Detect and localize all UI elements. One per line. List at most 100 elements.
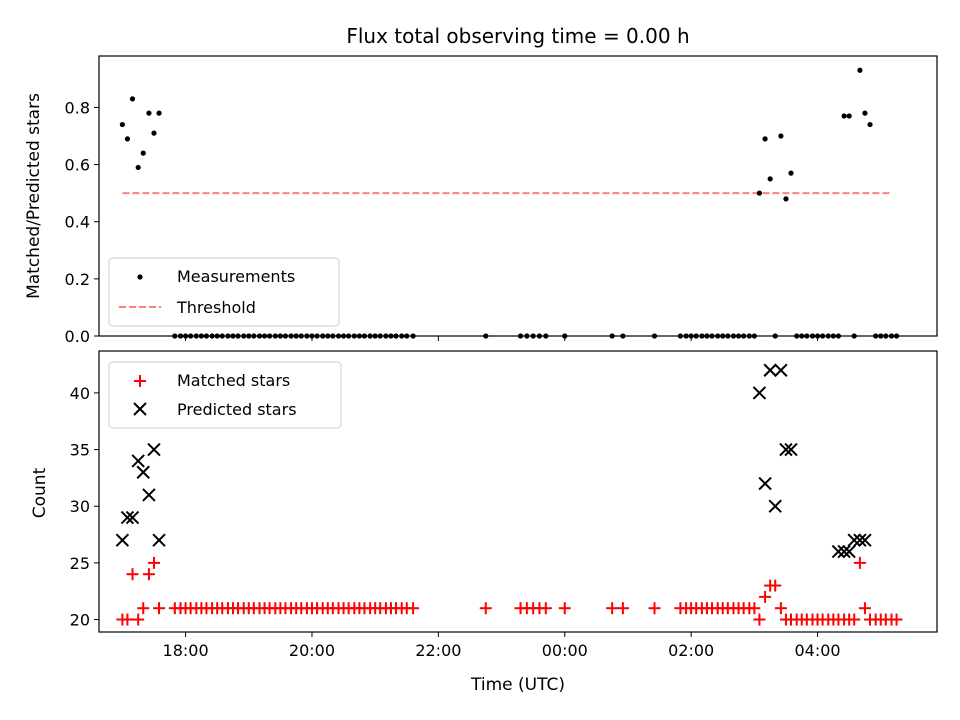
bottom-legend: Matched stars Predicted stars xyxy=(108,361,342,429)
bottom-y-ticks: 20 25 30 35 40 xyxy=(70,384,99,630)
bottom-y-tick-label: 35 xyxy=(70,441,90,460)
measurement-point xyxy=(867,121,873,128)
predicted-star-marker xyxy=(142,488,156,502)
legend-measurements-label: Measurements xyxy=(177,267,295,286)
predicted-star-marker xyxy=(763,363,777,377)
matched-star-marker xyxy=(142,568,155,581)
x-axis-label: Time (UTC) xyxy=(470,675,565,695)
predicted-star-marker xyxy=(120,510,135,525)
legend-threshold-label: Threshold xyxy=(176,298,256,317)
bottom-y-tick-label: 25 xyxy=(70,554,90,573)
top-legend: Measurements Threshold xyxy=(108,257,340,327)
legend-matched-label: Matched stars xyxy=(177,371,290,390)
measurement-point xyxy=(146,110,152,116)
measurement-point xyxy=(151,130,157,136)
predicted-star-marker xyxy=(136,465,150,479)
matched-star-marker xyxy=(616,602,629,615)
predicted-star-marker xyxy=(858,533,872,547)
matched-star-marker xyxy=(769,579,782,592)
measurement-point xyxy=(129,96,136,102)
legend-matched-marker xyxy=(134,375,146,387)
predicted-star-marker xyxy=(784,442,798,457)
top-legend-box xyxy=(108,257,340,327)
measurement-point xyxy=(788,170,794,176)
measurement-point xyxy=(841,113,847,119)
matched-star-marker xyxy=(848,613,861,626)
top-y-tick-label: 0.2 xyxy=(65,270,90,289)
matched-star-marker xyxy=(137,602,150,615)
matched-star-marker xyxy=(759,590,772,603)
matched-star-marker xyxy=(753,613,766,626)
top-y-ticks: 0.0 0.2 0.4 0.6 0.8 xyxy=(65,98,99,346)
bottom-y-tick-label: 40 xyxy=(70,384,90,403)
measurement-point xyxy=(846,113,852,119)
top-panel: 0.00.20.40.60.8 Matched/Predicted stars … xyxy=(24,55,938,346)
bottom-panel: 20 25 30 35 40 18:00 20:00 22:00 00:00 02:00 04:0… xyxy=(30,350,938,695)
measurement-point xyxy=(156,110,162,116)
measurement-point xyxy=(862,110,868,116)
top-y-tick-label: 0.0 xyxy=(65,327,90,346)
bottom-y-tick-label: 30 xyxy=(70,497,90,516)
predicted-star-marker xyxy=(758,476,772,491)
predicted-star-marker xyxy=(131,454,145,468)
bottom-legend-box xyxy=(108,361,342,429)
top-y-tick-label: 0.6 xyxy=(65,156,90,175)
matched-star-marker xyxy=(858,602,871,615)
matched-star-marker xyxy=(147,556,160,569)
matched-star-marker xyxy=(853,556,866,569)
measurement-point xyxy=(124,136,131,142)
predicted-star-marker xyxy=(847,533,861,547)
measurement-point xyxy=(119,121,125,128)
measurement-point xyxy=(778,133,784,139)
measurement-point xyxy=(767,176,773,182)
matched-star-marker xyxy=(748,602,761,615)
top-x-ticks xyxy=(185,336,819,341)
matched-star-marker xyxy=(407,602,420,615)
top-axes-frame xyxy=(98,55,938,337)
matched-star-marker xyxy=(132,613,145,626)
measurement-point xyxy=(857,67,863,73)
bottom-x-tick-label: 20:00 xyxy=(289,641,335,660)
matched-star-marker xyxy=(153,602,166,615)
top-y-axis-label: Matched/Predicted stars xyxy=(24,93,44,299)
matched-star-marker xyxy=(890,613,903,626)
bottom-y-axis-label: Count xyxy=(30,467,50,518)
predicted-star-marker xyxy=(768,499,782,513)
matched-star-marker xyxy=(126,568,139,581)
predicted-star-marker xyxy=(853,533,867,547)
legend-measurements-marker xyxy=(137,274,143,280)
bottom-x-ticks: 18:00 20:00 22:00 00:00 02:00 04:00 xyxy=(163,632,841,660)
bottom-x-tick-label: 22:00 xyxy=(415,641,461,660)
legend-predicted-marker xyxy=(133,402,147,416)
measurement-point xyxy=(140,150,146,156)
chart-title: Flux total observing time = 0.00 h xyxy=(346,24,689,48)
bottom-axes-frame xyxy=(98,350,938,633)
top-plot-area xyxy=(119,67,900,339)
bottom-x-tick-label: 04:00 xyxy=(795,641,841,660)
predicted-star-marker xyxy=(152,533,166,547)
predicted-star-marker xyxy=(837,544,851,559)
top-y-tick-label: 0.4 xyxy=(65,213,90,232)
legend-predicted-label: Predicted stars xyxy=(177,400,297,419)
bottom-x-tick-label: 18:00 xyxy=(163,641,209,660)
predicted-star-marker xyxy=(147,442,161,457)
predicted-star-marker xyxy=(125,510,140,525)
bottom-x-tick-label: 02:00 xyxy=(668,641,714,660)
predicted-star-marker xyxy=(779,442,793,457)
matched-star-marker xyxy=(648,602,661,615)
matched-star-marker xyxy=(558,602,571,615)
measurement-point xyxy=(756,190,763,196)
measurement-point xyxy=(762,136,768,142)
predicted-star-marker xyxy=(115,533,130,547)
predicted-star-marker xyxy=(774,363,788,377)
matched-star-marker xyxy=(774,602,787,615)
matched-star-marker xyxy=(539,602,552,615)
top-y-tick-label: 0.8 xyxy=(65,98,90,117)
predicted-star-marker xyxy=(842,544,856,559)
matched-star-marker xyxy=(479,602,492,615)
matched-star-marker xyxy=(121,613,134,626)
measurement-point xyxy=(135,164,141,171)
predicted-star-marker xyxy=(831,544,846,559)
matched-star-marker xyxy=(606,602,619,615)
